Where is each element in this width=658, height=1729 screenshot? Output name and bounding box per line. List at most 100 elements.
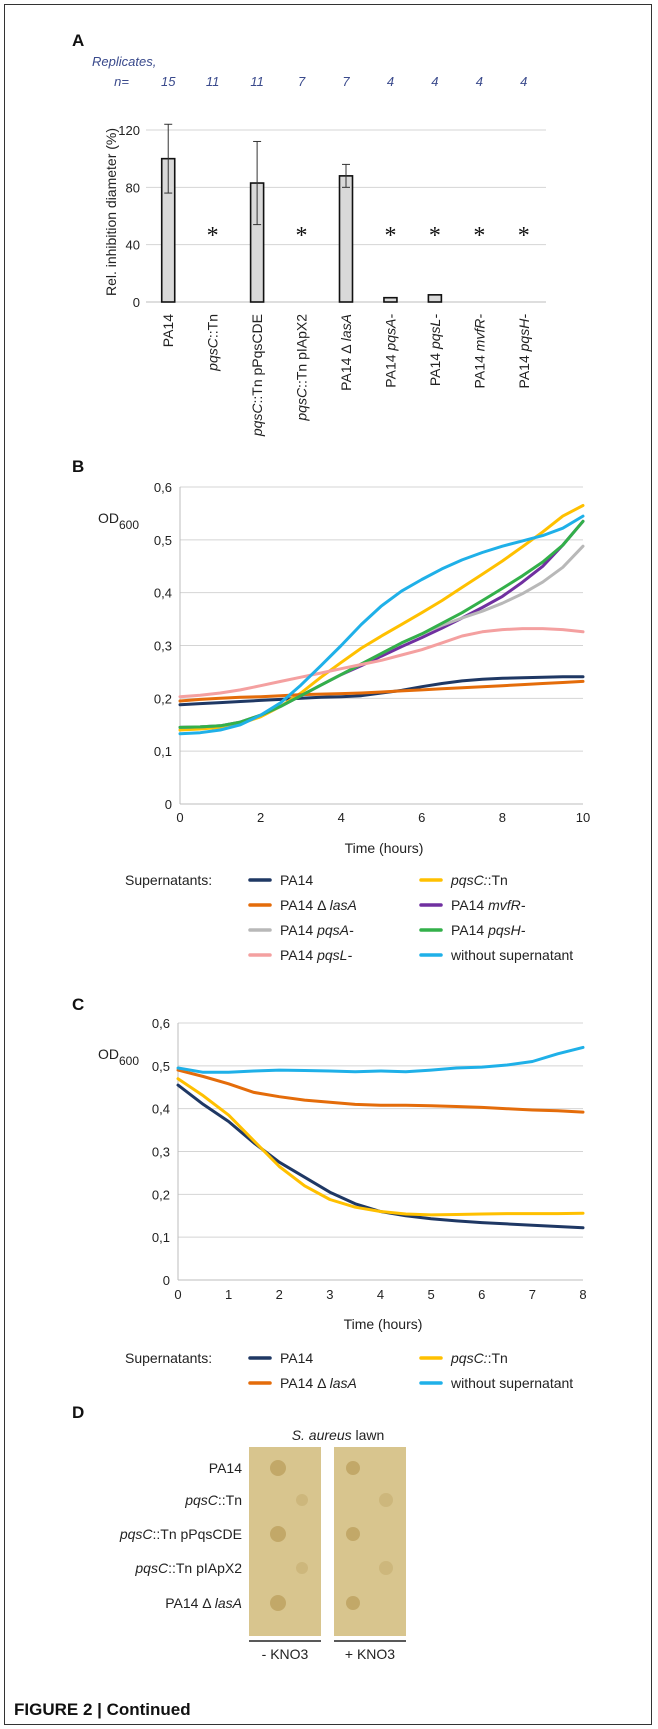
legend-entry: PA14 mvfR-: [451, 897, 526, 913]
x-tick-label: 7: [529, 1287, 536, 1302]
category-label: PA14 pqsA-: [382, 314, 398, 388]
x-tick-label: 1: [225, 1287, 232, 1302]
plate-row-label: pqsC::Tn pPqsCDE: [119, 1526, 242, 1542]
y-tick-label: 0: [165, 797, 172, 812]
condition-plus-kno3: + KNO3: [345, 1646, 395, 1662]
replicate-count: 11: [206, 74, 220, 89]
x-tick-label: 6: [418, 810, 425, 825]
a-y-tick-label: 0: [133, 295, 140, 310]
panel-b-x-axis-label: Time (hours): [345, 840, 424, 856]
legend-entry: without supernatant: [450, 947, 573, 963]
panel-a-label: A: [72, 31, 84, 50]
y-tick-label: 0,3: [152, 1145, 170, 1160]
y-tick-label: 0,1: [154, 744, 172, 759]
legend-entry: PA14 Δ lasA: [280, 1375, 357, 1391]
bar: [338, 175, 354, 303]
y-tick-label: 0,3: [154, 639, 172, 654]
x-tick-label: 0: [174, 1287, 181, 1302]
y-tick-label: 0,4: [154, 586, 172, 601]
replicate-count: 11: [250, 74, 264, 89]
bacterial-spot: [270, 1595, 286, 1611]
y-tick-label: 0,2: [152, 1187, 170, 1202]
series-line: [176, 1077, 585, 1217]
bacterial-spot: [346, 1527, 360, 1541]
y-tick-label: 0,1: [152, 1230, 170, 1245]
category-label: PA14 mvfR-: [471, 314, 487, 389]
replicate-count: 4: [387, 74, 394, 89]
legend-entry: PA14: [280, 1350, 313, 1366]
significance-star: *: [296, 223, 308, 249]
a-y-tick-label: 80: [126, 180, 140, 195]
category-label: PA14 pqsH-: [516, 314, 532, 389]
y-tick-label: 0: [163, 1273, 170, 1288]
category-label: PA14: [160, 314, 176, 347]
bacterial-spot: [270, 1526, 286, 1542]
bacterial-spot: [346, 1596, 360, 1610]
bacterial-spot: [379, 1561, 393, 1575]
legend-entry: PA14: [280, 872, 313, 888]
bar: [383, 296, 398, 303]
plate-minus-kno3: [249, 1447, 321, 1636]
x-tick-label: 4: [338, 810, 345, 825]
series-line: [178, 519, 585, 729]
figure-caption: FIGURE 2 | Continued: [14, 1700, 191, 1719]
plate-row-label: PA14: [209, 1460, 242, 1476]
replicate-count: 15: [161, 74, 176, 89]
x-tick-label: 5: [428, 1287, 435, 1302]
legend-entry: PA14 pqsH-: [451, 922, 526, 938]
replicate-count: 4: [520, 74, 527, 89]
x-tick-label: 10: [576, 810, 590, 825]
legend-entry: without supernatant: [450, 1375, 573, 1391]
panel-d-label: D: [72, 1403, 84, 1422]
significance-star: *: [384, 223, 396, 249]
panel-b-legend-title: Supernatants:: [125, 872, 212, 888]
bacterial-spot: [296, 1562, 308, 1574]
plate-plus-kno3: [334, 1447, 406, 1636]
y-tick-label: 0,6: [154, 480, 172, 495]
category-label: PA14 Δ lasA: [338, 314, 354, 391]
bacterial-spot: [346, 1461, 360, 1475]
legend-entry: PA14 pqsA-: [280, 922, 354, 938]
x-tick-label: 8: [579, 1287, 586, 1302]
a-y-tick-label: 40: [126, 238, 140, 253]
y-tick-label: 0,5: [154, 533, 172, 548]
legend-entry: pqsC::Tn: [450, 1350, 508, 1366]
legend-entry: PA14 Δ lasA: [280, 897, 357, 913]
panel-c-label: C: [72, 995, 84, 1014]
plate-row-label: pqsC::Tn: [184, 1492, 242, 1508]
x-tick-label: 2: [257, 810, 264, 825]
x-tick-label: 0: [176, 810, 183, 825]
replicates-label: Replicates,: [92, 54, 156, 69]
legend-entry: pqsC::Tn: [450, 872, 508, 888]
lawn-title: S. aureus lawn: [292, 1427, 385, 1443]
significance-star: *: [429, 223, 441, 249]
panel-c-legend-title: Supernatants:: [125, 1350, 212, 1366]
bacterial-spot: [296, 1494, 308, 1506]
x-tick-label: 3: [326, 1287, 333, 1302]
x-tick-label: 8: [499, 810, 506, 825]
x-tick-label: 2: [276, 1287, 283, 1302]
panel-b-y-axis-label: OD600: [98, 510, 139, 532]
replicate-count: 7: [342, 74, 350, 89]
plate-row-label: pqsC::Tn pIApX2: [134, 1560, 242, 1576]
category-label: pqsC::Tn pPqsCDE: [249, 314, 265, 437]
legend-entry: PA14 pqsL-: [280, 947, 352, 963]
panel-a-y-axis-label: Rel. inhibition diameter (%): [103, 128, 119, 296]
x-tick-label: 6: [478, 1287, 485, 1302]
significance-star: *: [473, 223, 485, 249]
series-line: [176, 1045, 585, 1074]
significance-star: *: [207, 223, 219, 249]
series-line: [178, 627, 585, 699]
replicate-count: 4: [431, 74, 438, 89]
y-tick-label: 0,2: [154, 691, 172, 706]
series-line: [178, 679, 585, 703]
y-tick-label: 0,4: [152, 1102, 170, 1117]
bar: [427, 294, 443, 303]
y-tick-label: 0,5: [152, 1059, 170, 1074]
panel-b-label: B: [72, 457, 84, 476]
panel-c-y-axis-label: OD600: [98, 1046, 139, 1068]
x-tick-label: 4: [377, 1287, 384, 1302]
replicate-count: 4: [476, 74, 483, 89]
